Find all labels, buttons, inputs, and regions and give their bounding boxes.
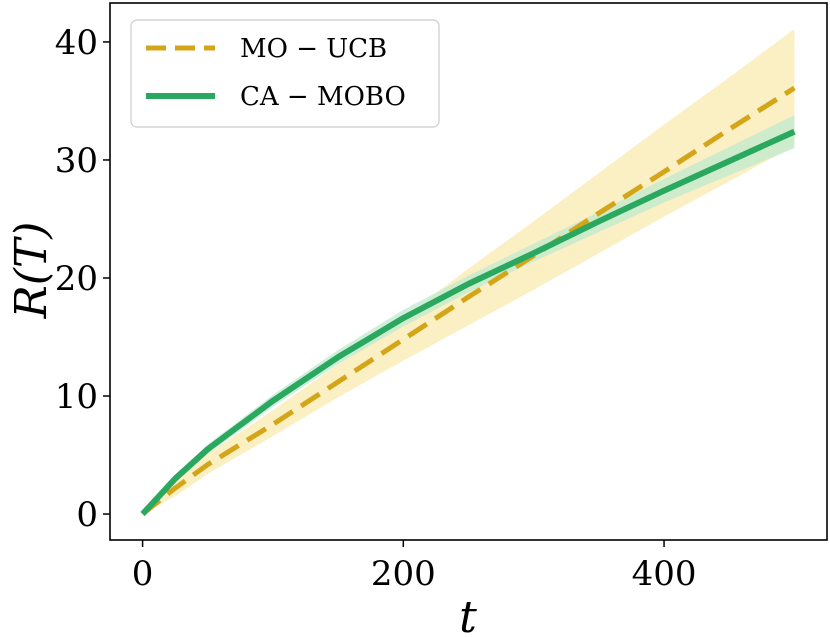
x-tick-label-400: 400	[632, 554, 697, 594]
x-tick-label-200: 200	[371, 554, 436, 594]
legend-label-mo-ucb: MO − UCB	[240, 34, 387, 64]
y-axis: 0 10 20 30 40	[55, 23, 110, 535]
x-tick-label-0: 0	[132, 554, 154, 594]
series-lines	[140, 85, 796, 517]
band-mo-ucb	[142, 29, 795, 514]
legend: MO − UCB CA − MOBO	[130, 19, 440, 128]
y-tick-label-30: 30	[55, 141, 98, 181]
y-tick-label-10: 10	[55, 377, 98, 417]
y-tick-label-0: 0	[76, 495, 98, 535]
line-mo-ucb	[141, 85, 796, 516]
confidence-bands	[142, 29, 795, 514]
y-tick-label-20: 20	[55, 259, 98, 299]
x-axis: 0 200 400	[132, 540, 697, 594]
plot-frame	[109, 2, 828, 541]
band-ca-mobo	[142, 115, 795, 514]
legend-label-ca-mobo: CA − MOBO	[240, 82, 406, 112]
line-ca-mobo	[140, 128, 796, 517]
y-tick-label-40: 40	[55, 23, 98, 63]
x-axis-label: t	[459, 592, 477, 637]
y-axis-label: R(T)	[6, 222, 57, 320]
